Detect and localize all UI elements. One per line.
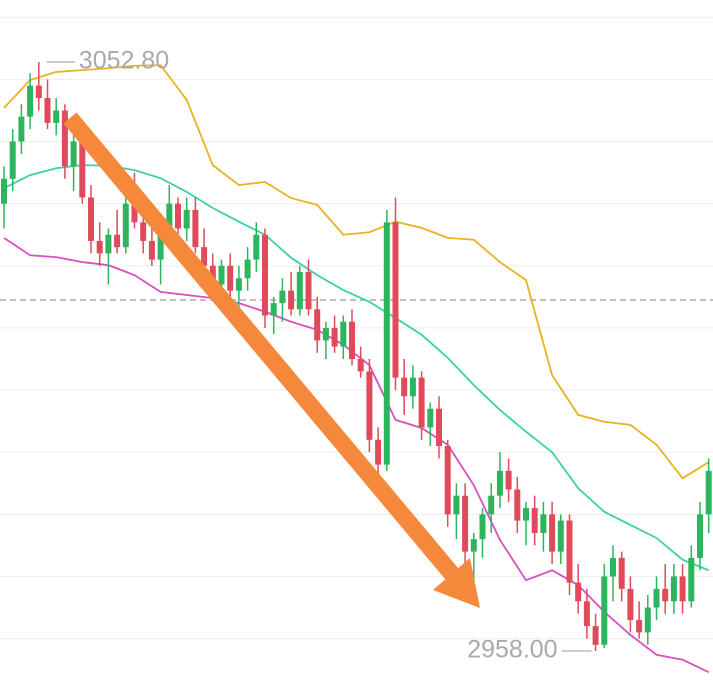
candle-body xyxy=(601,576,608,645)
band-line xyxy=(3,164,710,572)
candle-body xyxy=(166,203,173,235)
candle-body xyxy=(557,520,564,552)
candle-body xyxy=(35,85,42,99)
candle-body xyxy=(183,209,190,229)
arrow-shaft xyxy=(63,112,459,580)
candle-body xyxy=(488,495,495,515)
candle-body xyxy=(53,110,60,123)
candle-body xyxy=(418,377,425,428)
candle-body xyxy=(566,520,573,583)
candle-body xyxy=(462,495,469,552)
candle-body xyxy=(270,303,277,316)
candle-body xyxy=(18,116,25,142)
candle-body xyxy=(662,588,669,602)
candle-body xyxy=(357,359,364,372)
candle-body xyxy=(253,234,260,260)
candle-body xyxy=(505,470,512,490)
candle-body xyxy=(227,265,234,291)
candle-body xyxy=(148,240,155,260)
candle-body xyxy=(618,557,625,589)
candle-body xyxy=(427,408,434,428)
candle-body xyxy=(653,588,660,608)
candle-body xyxy=(175,203,181,229)
candle-body xyxy=(218,265,225,285)
candle-body xyxy=(523,508,529,521)
candle-body xyxy=(105,234,112,254)
candle-body xyxy=(88,197,94,241)
candle-body xyxy=(479,514,486,540)
candle-body xyxy=(392,222,399,378)
band-line xyxy=(3,64,710,480)
arrow-head xyxy=(433,558,480,608)
candle-body xyxy=(575,582,582,602)
candle-body xyxy=(340,321,347,347)
candle-body xyxy=(531,508,538,533)
candle-body xyxy=(514,489,521,521)
candle-body xyxy=(496,470,503,496)
labels: 3052.80 2958.00 xyxy=(46,47,592,664)
candle-body xyxy=(540,514,547,533)
candle-body xyxy=(1,178,7,204)
candle-body xyxy=(288,290,295,310)
candle-body xyxy=(192,209,199,248)
candle-body xyxy=(644,607,651,633)
candle-body xyxy=(296,272,303,310)
candle-body xyxy=(331,327,338,347)
candle-body xyxy=(366,371,373,440)
candle-body xyxy=(322,327,329,341)
candle-body xyxy=(201,247,208,266)
grid xyxy=(0,16,713,640)
candle-body xyxy=(157,234,164,260)
low-label: 2958.00 xyxy=(467,636,557,664)
candle-body xyxy=(436,408,442,446)
high-label: 3052.80 xyxy=(79,47,169,75)
candle-body xyxy=(44,98,51,123)
candle-body xyxy=(636,619,643,633)
candle-body xyxy=(670,576,677,602)
band-line xyxy=(3,237,710,673)
candle-body xyxy=(610,557,616,577)
candle-body xyxy=(688,557,695,602)
candle-body xyxy=(627,588,634,620)
trend-arrow xyxy=(63,112,480,608)
candle-body xyxy=(401,377,408,397)
candle-body xyxy=(262,234,268,316)
candle-body xyxy=(244,259,251,279)
candle-body xyxy=(375,439,382,465)
candle-body xyxy=(549,514,556,552)
candle-body xyxy=(583,601,590,627)
candle-body xyxy=(409,377,416,397)
candle-body xyxy=(279,290,286,304)
candle-body xyxy=(96,240,103,254)
candle-body xyxy=(349,321,355,360)
candle-body xyxy=(679,576,686,602)
candle-body xyxy=(122,203,129,248)
candles xyxy=(1,62,712,652)
candle-body xyxy=(79,141,86,198)
candle-body xyxy=(697,514,703,558)
candle-body xyxy=(131,203,138,223)
candle-body xyxy=(383,222,390,465)
candle-body xyxy=(592,626,599,645)
candle-body xyxy=(70,141,77,167)
candle-body xyxy=(453,495,460,515)
candle-body xyxy=(705,470,712,515)
candle-body xyxy=(235,278,242,291)
candle-body xyxy=(140,222,147,241)
candle-body xyxy=(444,445,451,515)
candle-body xyxy=(305,272,312,310)
candle-body xyxy=(27,85,34,117)
candle-body xyxy=(61,110,68,167)
candle-body xyxy=(9,141,16,179)
candle-body xyxy=(209,265,216,285)
candle-body xyxy=(114,234,121,248)
candle-body xyxy=(470,539,477,552)
candle-body xyxy=(314,309,321,341)
